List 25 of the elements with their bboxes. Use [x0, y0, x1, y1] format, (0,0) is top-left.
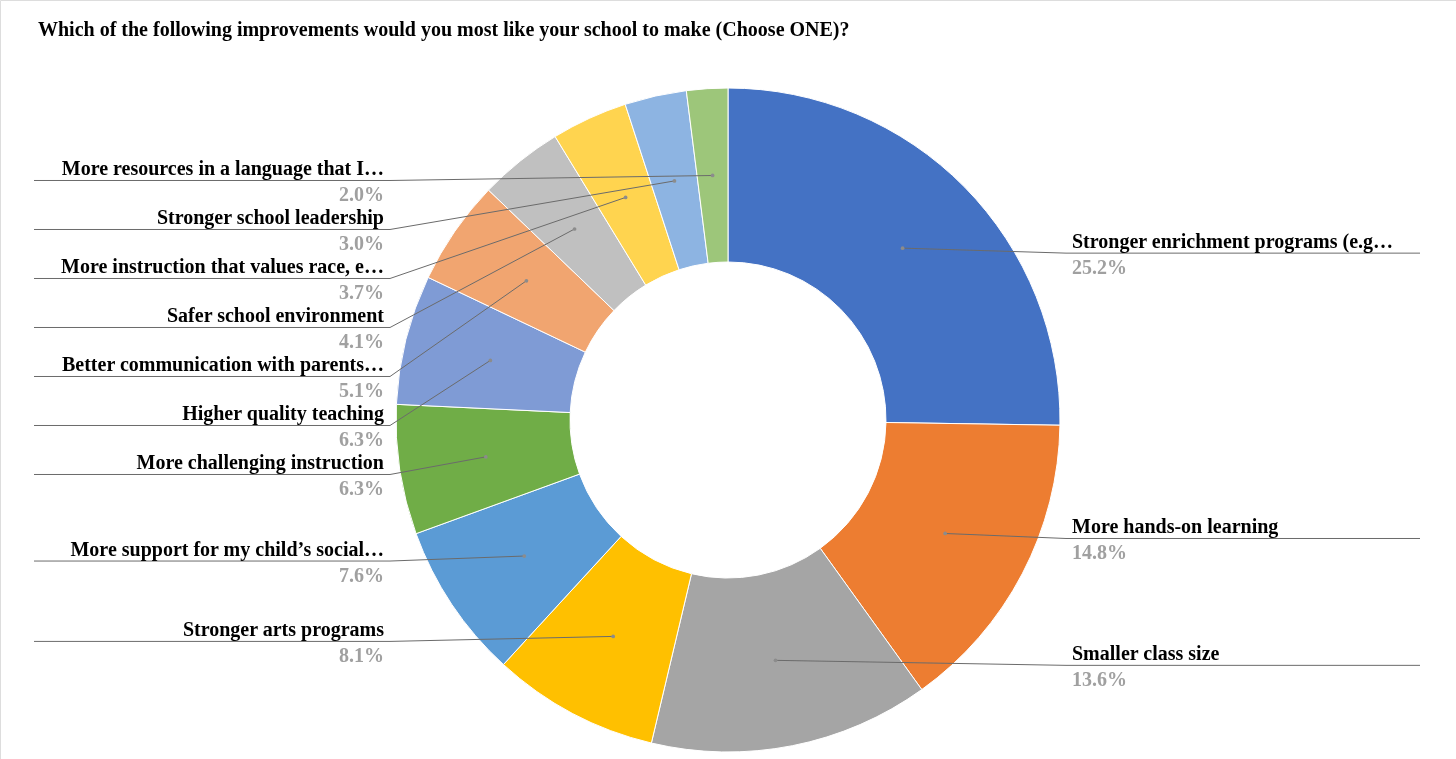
- slice-label: More challenging instruction: [136, 451, 384, 475]
- data-label: 13.6%: [1072, 668, 1127, 691]
- slice-label: More resources in a language that I…: [61, 157, 384, 181]
- slice-label: More instruction that values race, e…: [61, 255, 384, 278]
- data-label: 3.7%: [339, 281, 384, 304]
- data-label: 8.1%: [339, 644, 384, 667]
- data-label: 2.0%: [339, 183, 384, 206]
- slice-label: More support for my child’s social…: [70, 538, 384, 562]
- slice-label: Safer school environment: [166, 304, 385, 327]
- data-label: 6.3%: [339, 428, 384, 451]
- slice-label: Stronger school leadership: [156, 206, 384, 230]
- data-label: 3.0%: [339, 232, 384, 255]
- chart-title: Which of the following improvements would you most like your school to make (Choose ONE)?: [38, 18, 850, 41]
- data-label: 6.3%: [339, 477, 384, 500]
- data-label: 5.1%: [339, 379, 384, 402]
- slice-label: More hands-on learning: [1072, 515, 1279, 539]
- slice-label: Better communication with parents…: [61, 353, 384, 377]
- slice-label: Stronger enrichment programs (e.g…: [1072, 230, 1394, 254]
- data-label: 25.2%: [1072, 256, 1127, 279]
- slice-label: Higher quality teaching: [182, 402, 384, 426]
- data-label: 4.1%: [339, 330, 384, 353]
- data-label: 14.8%: [1072, 541, 1127, 564]
- data-label: 7.6%: [339, 564, 384, 587]
- slice-label: Smaller class size: [1072, 642, 1220, 665]
- slice-label: Stronger arts programs: [182, 618, 385, 642]
